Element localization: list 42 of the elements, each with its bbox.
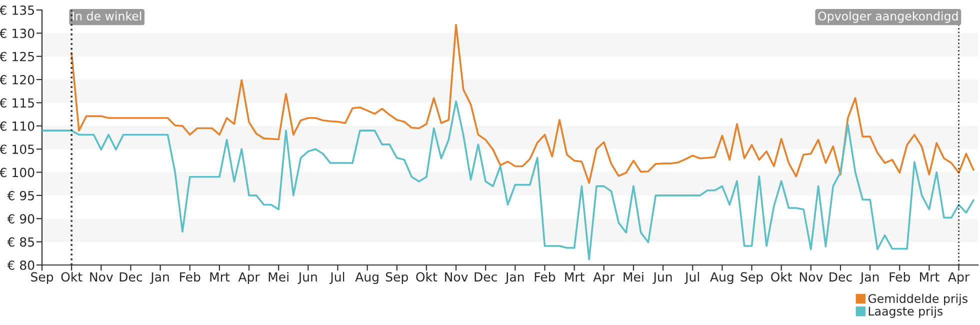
x-tick-label: Okt — [771, 272, 792, 282]
x-tick-label: Feb — [180, 272, 200, 282]
ref-line-label: In de winkel — [72, 11, 142, 21]
legend-label: Gemiddelde prijs — [868, 294, 968, 306]
x-tick-label: Jan — [504, 272, 524, 284]
x-tick-label: Jan — [860, 272, 879, 284]
x-tick-label: Jul — [330, 272, 344, 284]
x-tick-label: Sep — [31, 272, 54, 284]
y-tick-label: € 90 — [7, 214, 34, 224]
x-tick-label: Mei — [624, 272, 644, 282]
x-tick-label: Mei — [268, 272, 288, 282]
x-tick-label: Jul — [684, 272, 699, 284]
x-tick-label: Mrt — [565, 272, 584, 282]
y-tick-label: € 95 — [7, 190, 34, 200]
x-tick-label: Sep — [386, 272, 408, 284]
x-tick-label: Dec — [474, 272, 497, 282]
line-series — [70, 24, 974, 184]
x-tick-label: Okt — [61, 272, 82, 282]
y-tick-label: € 85 — [7, 237, 34, 247]
x-tick-label: Aug — [710, 272, 734, 284]
x-tick-label: Feb — [890, 272, 910, 282]
x-tick-label: Okt — [416, 272, 438, 282]
x-tick-label: Dec — [120, 272, 142, 282]
line-series — [42, 100, 974, 260]
x-tick-label: Nov — [445, 272, 468, 282]
annotation: Opvolger aangekondigd — [818, 11, 958, 23]
x-tick-label: Nov — [800, 272, 823, 282]
x-tick-label: Aug — [355, 272, 378, 284]
legend-label: Laagste prijs — [868, 306, 943, 318]
x-tick-label: Feb — [534, 272, 556, 282]
x-tick-label: Apr — [238, 272, 260, 284]
x-tick-label: Apr — [948, 272, 970, 284]
x-tick-label: Nov — [90, 272, 113, 282]
x-tick-label: Apr — [593, 272, 615, 284]
x-tick-label: Jun — [298, 272, 317, 284]
x-tick-label: Jan — [150, 272, 169, 284]
x-tick-label: Mrt — [920, 272, 940, 282]
x-tick-label: Sep — [740, 272, 763, 284]
y-tick-label: € 80 — [7, 260, 34, 270]
x-tick-label: Dec — [830, 272, 852, 282]
x-tick-label: Jun — [652, 272, 672, 284]
x-tick-label: Mrt — [210, 272, 230, 282]
